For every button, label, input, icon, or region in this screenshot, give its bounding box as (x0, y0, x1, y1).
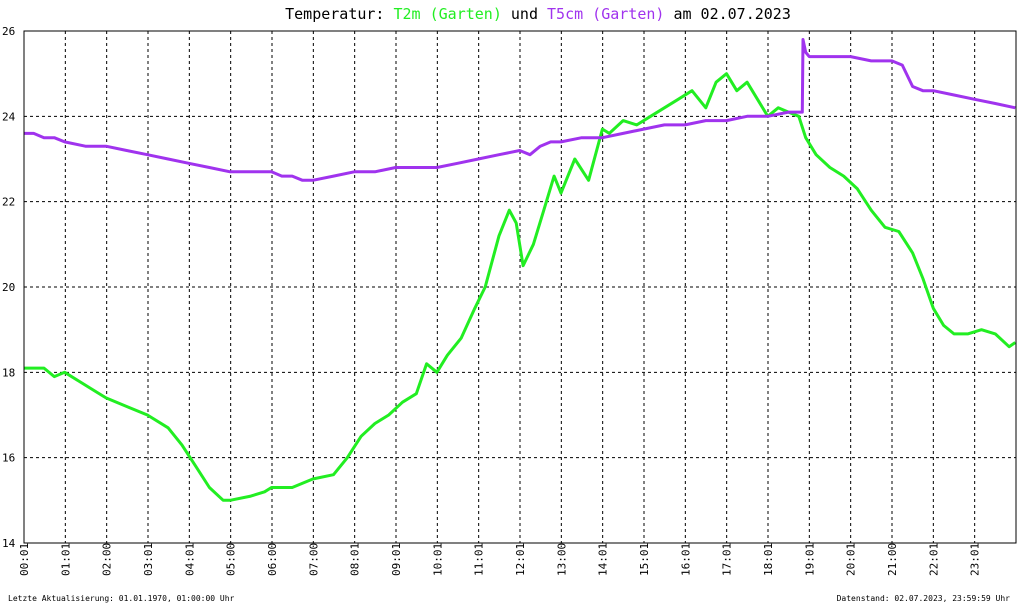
y-tick-label: 20 (2, 281, 15, 294)
x-tick-label: 10:01 (431, 543, 444, 576)
grid-lines (24, 31, 1016, 543)
x-tick-label: 05:00 (225, 543, 238, 576)
series-line-t2m (24, 72, 1017, 502)
y-tick-label: 14 (2, 537, 16, 550)
x-tick-label: 03:01 (142, 543, 155, 576)
plot-frame (23, 30, 1017, 544)
series-line-t5cm (24, 38, 1016, 182)
series-lines (24, 38, 1017, 502)
title-series-t2m: T2m (Garten) (394, 5, 502, 23)
x-axis: 00:01 01:01 02:00 03:01 04:01 05:00 06:00 07:00… (18, 543, 982, 576)
x-tick-label: 16:01 (679, 543, 692, 576)
x-tick-label: 19:01 (803, 543, 816, 576)
x-tick-label: 04:01 (183, 543, 196, 576)
x-tick-label: 23:01 (969, 543, 982, 576)
y-tick-label: 24 (2, 110, 16, 123)
x-tick-label: 13:00 (555, 543, 568, 576)
x-tick-label: 17:01 (721, 543, 734, 576)
x-tick-label: 09:01 (390, 543, 403, 576)
y-tick-label: 18 (2, 366, 15, 379)
x-tick-label: 08:01 (349, 543, 362, 576)
x-tick-label: 01:01 (59, 543, 72, 576)
title-date: am 02.07.2023 (664, 5, 790, 23)
title-series-t5cm: T5cm (Garten) (547, 5, 664, 23)
y-axis: 14 16 18 20 22 24 26 (2, 25, 16, 550)
x-tick-label: 14:01 (597, 543, 610, 576)
x-tick-label: 12:01 (514, 543, 527, 576)
x-tick-label: 22:01 (927, 543, 940, 576)
y-tick-label: 26 (2, 25, 15, 38)
x-tick-label: 02:00 (101, 543, 114, 576)
x-tick-label: 06:00 (266, 543, 279, 576)
x-tick-label: 18:01 (762, 543, 775, 576)
x-tick-label: 00:01 (18, 543, 31, 576)
footer-last-update: Letzte Aktualisierung: 01.01.1970, 01:00… (8, 594, 235, 603)
chart-title: Temperatur: T2m (Garten) und T5cm (Garte… (285, 5, 791, 23)
x-tick-label: 21:00 (886, 543, 899, 576)
x-tick-label: 07:00 (307, 543, 320, 576)
x-tick-label: 11:01 (473, 543, 486, 576)
y-tick-label: 22 (2, 196, 15, 209)
footer-data-state: Datenstand: 02.07.2023, 23:59:59 Uhr (837, 594, 1011, 603)
y-tick-label: 16 (2, 452, 15, 465)
title-connector: und (502, 5, 547, 23)
x-tick-label: 20:01 (845, 543, 858, 576)
title-prefix: Temperatur: (285, 5, 393, 23)
x-tick-label: 15:01 (638, 543, 651, 576)
